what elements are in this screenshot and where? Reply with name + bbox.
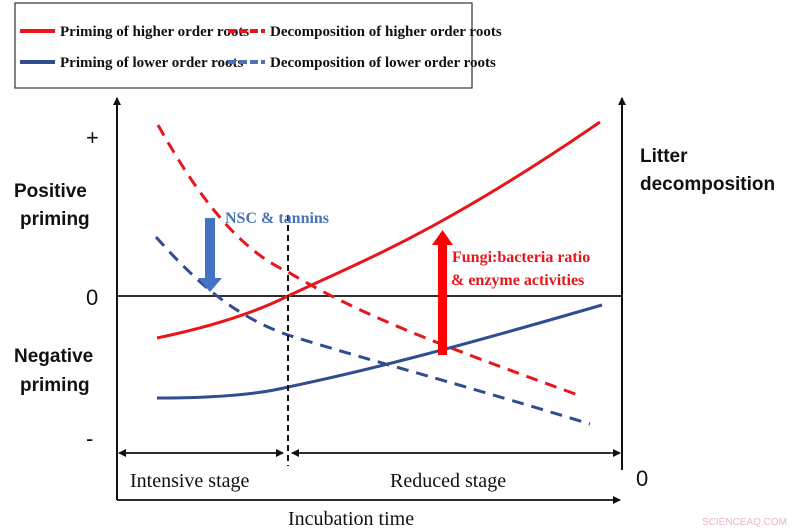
nsc-annotation: NSC & tannins xyxy=(225,210,329,227)
intensive-stage-label: Intensive stage xyxy=(130,470,250,492)
litter-label-1: Litter xyxy=(640,146,688,167)
left-zero-label: 0 xyxy=(86,285,98,310)
fungi-annotation-line1: Fungi:bacteria ratio xyxy=(452,249,590,266)
nsc-arrow-down-icon xyxy=(198,218,222,292)
legend-label: Priming of lower order roots xyxy=(60,55,243,71)
litter-label-2: decomposition xyxy=(640,174,775,195)
negative-priming-label-2: priming xyxy=(20,375,90,396)
legend: Priming of higher order roots Decomposit… xyxy=(14,2,502,89)
plus-label: + xyxy=(86,125,99,150)
reduced-stage-label: Reduced stage xyxy=(390,470,506,492)
curve-decomposition-lower-order xyxy=(154,235,591,426)
legend-label: Decomposition of higher order roots xyxy=(270,24,502,40)
curve-decomposition-higher-order xyxy=(156,124,579,397)
fungi-arrow-up-icon xyxy=(432,230,453,355)
positive-priming-label-2: priming xyxy=(20,209,90,230)
fungi-annotation-line2: & enzyme activities xyxy=(451,272,584,289)
legend-box xyxy=(14,2,473,89)
minus-label: - xyxy=(86,426,93,451)
right-zero-label: 0 xyxy=(636,466,648,491)
x-axis-label: Incubation time xyxy=(288,508,414,530)
curve-priming-higher-order xyxy=(156,120,601,340)
legend-label: Priming of higher order roots xyxy=(60,24,249,40)
negative-priming-label-1: Negative xyxy=(14,346,93,367)
positive-priming-label-1: Positive xyxy=(14,181,87,202)
legend-label: Decomposition of lower order roots xyxy=(270,55,496,71)
curve-priming-lower-order xyxy=(156,303,603,400)
watermark: SCIENCEAQ.COM xyxy=(702,517,787,528)
